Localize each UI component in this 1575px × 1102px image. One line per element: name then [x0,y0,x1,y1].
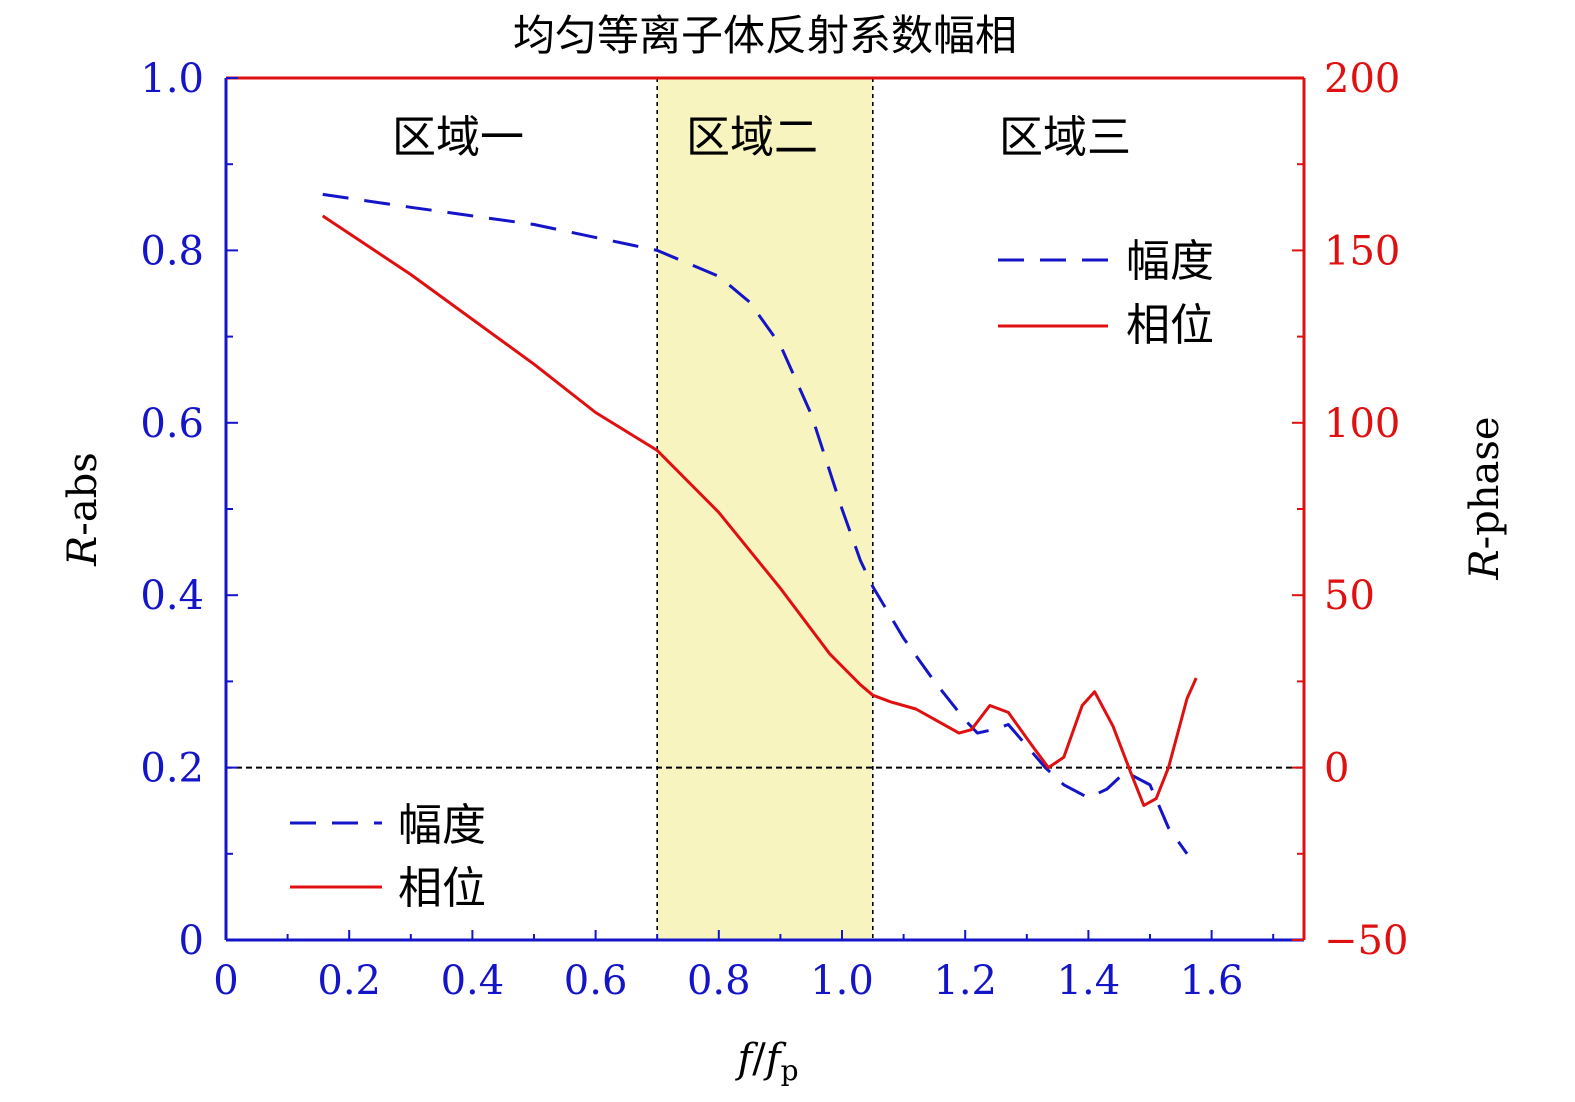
x-tick-label: 1.4 [1057,958,1121,1004]
y-left-axis-title-italic: R [60,536,106,567]
zone-label-1: 区域一 [392,112,524,163]
x-tick-label: 1.6 [1180,958,1244,1004]
tick-layer: 0 0.2 0.4 0.6 0.8 1.0 1.2 1.4 1.6 0 0.2 0.4 0.6 0.8 1.… [140,56,1408,1004]
x-tick-label: 0.8 [687,958,751,1004]
y-left-axis-title: R-abs [60,452,106,567]
zone-shading-2 [657,78,873,940]
series-line-amplitude [322,192,1189,855]
y-right-axis-title: R-phase [1462,416,1508,580]
x-tick-label: 1.2 [933,958,997,1004]
y-right-tick-label: 0 [1324,746,1349,792]
x-axis-title: f/fp [734,1036,798,1087]
y-right-tick-label: 150 [1324,228,1400,274]
x-axis-title-slash: / [752,1036,766,1082]
series-layer [321,192,1198,855]
chart-title: 均匀等离子体反射系数幅相 [513,11,1017,60]
y-left-tick-label: 0 [179,918,204,964]
x-tick-label: 0.2 [317,958,381,1004]
y-right-tick-label: 200 [1324,56,1400,102]
y-left-tick-label: 0.4 [140,573,204,619]
x-tick-label: 0.4 [441,958,505,1004]
y-right-axis-title-italic: R [1462,549,1508,580]
x-tick-label: 0 [213,958,238,1004]
y-right-tick-label: 50 [1324,573,1375,619]
y-right-axis-title-rest: -phase [1462,416,1508,549]
y-right-tick-label: 100 [1324,401,1400,447]
series-line-phase [321,214,1198,807]
y-left-tick-label: 0.8 [140,228,204,274]
y-left-axis-title-rest: -abs [60,452,106,536]
zone-layer [656,78,874,940]
legend-label-phase: 相位 [398,863,486,914]
y-left-tick-label: 0.6 [140,401,204,447]
zone-label-3: 区域三 [999,112,1131,163]
legend-label-amplitude: 幅度 [398,800,486,851]
zone-label-2: 区域二 [686,112,818,163]
legend-label-phase: 相位 [1126,300,1214,351]
x-tick-label: 1.0 [810,958,874,1004]
x-tick-label: 0.6 [564,958,628,1004]
x-axis-title-sub: p [781,1054,799,1087]
y-left-tick-label: 0.2 [140,746,204,792]
legend-label-amplitude: 幅度 [1126,236,1214,287]
y-right-tick-label: −50 [1324,918,1408,964]
legend-bottom-left: 幅度 相位 [290,800,486,914]
legend-top-right: 幅度 相位 [998,236,1214,351]
y-left-tick-label: 1.0 [140,56,204,102]
